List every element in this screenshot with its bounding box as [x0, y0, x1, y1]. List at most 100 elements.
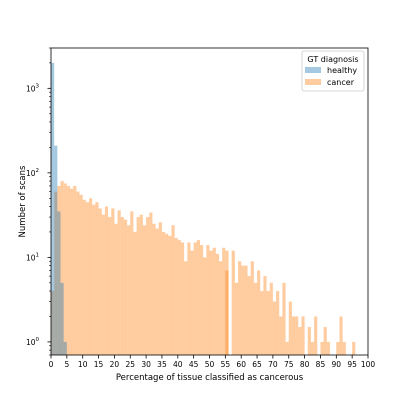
healthy-bar	[51, 62, 55, 355]
cancer-bar	[241, 265, 245, 355]
healthy-bar	[60, 282, 64, 355]
cancer-bar	[199, 245, 204, 355]
legend-healthy-swatch	[305, 67, 321, 73]
x-tick-label: 15	[94, 360, 104, 369]
x-tick-label: 50	[205, 360, 215, 369]
cancer-bar	[177, 240, 181, 355]
cancer-bar	[209, 250, 213, 355]
cancer-bar	[212, 247, 216, 355]
y-tick-label: 102	[26, 168, 39, 178]
cancer-bar	[244, 265, 248, 355]
cancer-bar	[187, 242, 191, 355]
cancer-bar	[104, 206, 109, 355]
y-tick-label: 100	[26, 337, 40, 347]
y-tick-label: 103	[26, 83, 40, 93]
x-tick-label: 55	[221, 360, 231, 369]
cancer-bar	[139, 214, 143, 355]
cancer-bar	[158, 222, 162, 355]
cancer-bar	[295, 316, 299, 355]
cancer-bar	[142, 225, 147, 355]
x-tick-label: 25	[125, 360, 135, 369]
cancer-bar	[127, 225, 131, 355]
x-tick-label: 80	[300, 360, 310, 369]
legend-cancer-swatch	[305, 79, 321, 85]
cancer-bar	[111, 208, 115, 355]
cancer-bar	[117, 210, 121, 355]
cancer-bar	[215, 253, 220, 355]
healthy-bar	[54, 145, 58, 355]
cancer-bar	[54, 191, 58, 355]
cancer-bar	[85, 202, 90, 355]
cancer-bar	[92, 204, 96, 355]
legend-cancer-label: cancer	[327, 78, 355, 87]
cancer-bar	[336, 341, 340, 355]
x-tick-label: 35	[157, 360, 167, 369]
cancer-bar	[120, 217, 124, 355]
cancer-bar	[180, 242, 185, 355]
cancer-bar	[253, 282, 258, 355]
x-tick-label: 0	[49, 360, 54, 369]
x-tick-label: 5	[64, 360, 69, 369]
cancer-bar	[108, 217, 112, 355]
cancer-bar	[168, 235, 172, 355]
x-tick-label: 60	[236, 360, 246, 369]
cancer-bar	[307, 327, 311, 355]
cancer-bar	[82, 199, 86, 355]
cancer-bar	[247, 276, 251, 355]
cancer-bar	[285, 341, 289, 355]
cancer-bar	[272, 301, 277, 355]
cancer-bar	[219, 261, 223, 355]
cancer-bar	[288, 301, 292, 355]
cancer-bar	[339, 316, 343, 355]
x-tick-label: 45	[189, 360, 199, 369]
cancer-bar	[257, 270, 261, 355]
x-tick-label: 65	[252, 360, 262, 369]
y-axis-ticks: 100 101 102 103	[26, 47, 51, 356]
legend-title: GT diagnosis	[307, 55, 358, 64]
cancer-bar	[196, 240, 200, 355]
healthy-bars	[51, 62, 67, 355]
cancer-bar	[174, 237, 178, 355]
cancer-bar	[161, 231, 166, 355]
cancer-bar	[301, 316, 305, 355]
cancer-bar	[342, 341, 346, 355]
x-axis-ticks: 0 5 10 15 20 25 30 35 40 45 50 55 60 65 70 75 80 85 90 95 10…	[49, 355, 375, 369]
cancer-bar	[79, 194, 83, 355]
cancer-bar	[123, 219, 128, 355]
cancer-bar	[130, 211, 134, 355]
y-tick-label: 101	[26, 252, 39, 262]
cancer-bar	[222, 247, 226, 355]
cancer-bar	[298, 327, 302, 355]
x-tick-label: 95	[347, 360, 357, 369]
cancer-bar	[136, 217, 140, 355]
cancer-bar	[51, 291, 55, 355]
cancer-bar	[326, 341, 330, 355]
cancer-bar	[250, 261, 254, 355]
legend: GT diagnosis healthy cancer	[301, 50, 365, 92]
cancer-bar	[282, 282, 286, 355]
cancer-bar	[171, 225, 175, 355]
healthy-bar	[63, 341, 67, 355]
x-tick-label: 75	[284, 360, 294, 369]
cancer-bar	[190, 250, 194, 355]
x-tick-label: 90	[332, 360, 342, 369]
cancer-bar	[231, 250, 235, 355]
cancer-bar	[63, 183, 67, 355]
cancer-bar	[352, 341, 356, 355]
legend-box	[301, 50, 365, 92]
cancer-bar	[98, 208, 102, 355]
cancer-bar	[276, 291, 280, 355]
cancer-bar	[225, 270, 229, 355]
cancer-bar	[263, 276, 267, 355]
cancer-bar	[66, 185, 71, 355]
cancer-bar	[95, 202, 99, 355]
cancer-bar	[114, 223, 118, 355]
cancer-bar	[149, 212, 153, 355]
cancer-bar	[291, 316, 296, 355]
healthy-bar	[57, 211, 61, 355]
cancer-bar	[314, 316, 318, 355]
cancer-bar	[279, 316, 283, 355]
cancer-bar	[203, 257, 207, 355]
cancer-bar	[89, 198, 93, 355]
